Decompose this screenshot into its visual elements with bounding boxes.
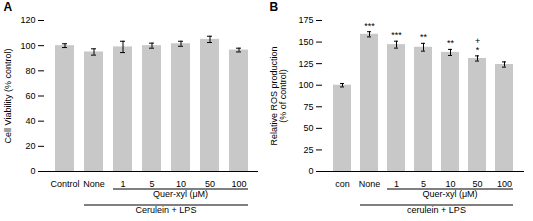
svg-text:***: *** (364, 21, 375, 31)
svg-text:con: con (335, 179, 350, 189)
svg-text:80: 80 (25, 66, 35, 76)
svg-text:120: 120 (20, 15, 35, 25)
svg-text:25: 25 (303, 145, 313, 155)
svg-text:50: 50 (472, 179, 482, 189)
svg-text:+*: +* (475, 36, 480, 55)
svg-text:1: 1 (394, 179, 399, 189)
svg-text:Relative ROS production(% of c: Relative ROS production(% of control) (269, 46, 288, 145)
svg-text:**: ** (420, 32, 428, 42)
svg-text:Quer-xyl (μM): Quer-xyl (μM) (422, 189, 477, 199)
svg-text:10: 10 (445, 179, 455, 189)
svg-text:***: *** (391, 30, 402, 40)
svg-text:5: 5 (149, 179, 154, 189)
svg-text:125: 125 (298, 59, 313, 69)
svg-text:**: ** (447, 38, 455, 48)
svg-text:50: 50 (303, 123, 313, 133)
svg-text:Cell Viability (% control): Cell Viability (% control) (3, 49, 13, 144)
svg-text:0: 0 (30, 166, 35, 176)
svg-text:B: B (270, 0, 279, 14)
svg-text:100: 100 (298, 80, 313, 90)
svg-text:cerulein + LPS: cerulein + LPS (407, 205, 466, 215)
svg-text:40: 40 (25, 116, 35, 126)
svg-text:1: 1 (120, 179, 125, 189)
svg-text:20: 20 (25, 141, 35, 151)
svg-text:60: 60 (25, 91, 35, 101)
svg-text:175: 175 (298, 15, 313, 25)
svg-text:100: 100 (20, 41, 35, 51)
svg-text:None: None (359, 179, 381, 189)
svg-text:75: 75 (303, 102, 313, 112)
svg-text:Control: Control (50, 179, 79, 189)
svg-text:Cerulein + LPS: Cerulein + LPS (136, 205, 197, 215)
svg-text:100: 100 (231, 179, 246, 189)
svg-text:10: 10 (176, 179, 186, 189)
svg-text:0: 0 (308, 166, 313, 176)
svg-text:None: None (83, 179, 105, 189)
svg-text:150: 150 (298, 37, 313, 47)
svg-text:Quer-xyl (μM): Quer-xyl (μM) (153, 189, 208, 199)
svg-text:A: A (4, 0, 13, 14)
svg-text:100: 100 (497, 179, 512, 189)
svg-text:5: 5 (421, 179, 426, 189)
svg-text:50: 50 (205, 179, 215, 189)
